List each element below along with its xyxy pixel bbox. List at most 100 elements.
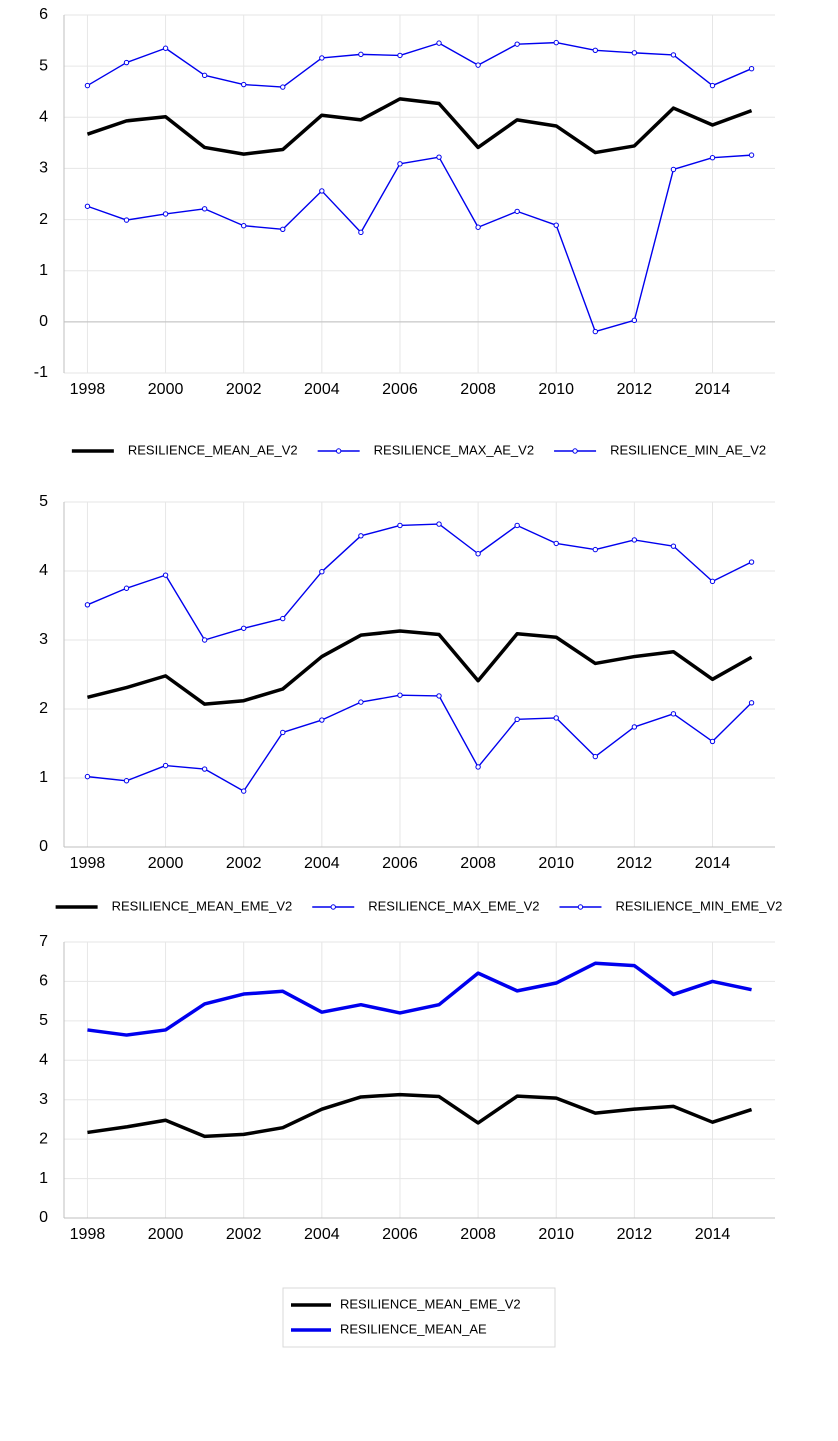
series-line xyxy=(86,97,753,156)
point-marker xyxy=(201,637,208,643)
series-line xyxy=(87,1092,753,1139)
y-tick-label: 2 xyxy=(39,211,48,228)
legend-label: RESILIENCE_MIN_AE_V2 xyxy=(610,442,766,457)
point-marker xyxy=(592,546,598,553)
series-line xyxy=(87,629,753,706)
legend-marker xyxy=(335,448,342,454)
point-marker xyxy=(670,166,677,173)
point-marker xyxy=(201,206,208,212)
point-marker xyxy=(358,699,364,705)
y-tick-label: 6 xyxy=(39,973,48,990)
x-tick-label: 2004 xyxy=(304,855,340,872)
point-marker xyxy=(631,50,638,56)
series-line xyxy=(87,523,752,641)
point-marker xyxy=(592,47,598,53)
x-tick-label: 2002 xyxy=(226,855,262,872)
point-marker xyxy=(670,543,677,549)
y-tick-label: 7 xyxy=(39,933,48,950)
legend-label: RESILIENCE_MEAN_AE xyxy=(340,1321,487,1336)
y-tick-label: 3 xyxy=(39,631,48,648)
point-marker xyxy=(553,222,559,228)
point-marker xyxy=(162,211,169,217)
legend-label: RESILIENCE_MEAN_AE_V2 xyxy=(128,442,298,457)
point-marker xyxy=(397,52,403,59)
y-tick-label: 0 xyxy=(39,313,48,330)
point-marker xyxy=(436,521,442,527)
point-marker xyxy=(397,522,403,529)
x-tick-label: 2000 xyxy=(148,381,184,398)
y-tick-label: 5 xyxy=(39,57,48,74)
point-marker xyxy=(397,161,403,167)
point-marker xyxy=(123,778,130,784)
x-tick-label: 2002 xyxy=(226,1226,262,1243)
point-marker xyxy=(84,602,91,608)
series-line xyxy=(87,694,753,792)
point-marker xyxy=(709,154,716,161)
x-tick-label: 2010 xyxy=(538,381,574,398)
legend-label: RESILIENCE_MAX_EME_V2 xyxy=(368,898,539,913)
legend: RESILIENCE_MEAN_EME_V2 RESILIENCE_MAX_EME… xyxy=(112,898,783,913)
point-marker xyxy=(748,152,755,158)
point-marker xyxy=(162,572,169,578)
point-marker xyxy=(358,229,364,236)
point-marker xyxy=(162,45,169,51)
x-tick-label: 2010 xyxy=(538,1226,574,1243)
point-marker xyxy=(280,729,286,736)
legend: RESILIENCE_MEAN_AE_V2 RESILIENCE_MAX_AE_V… xyxy=(128,442,766,457)
point-marker xyxy=(358,51,364,58)
point-marker xyxy=(201,72,208,79)
x-tick-label: 2006 xyxy=(382,855,418,872)
point-marker xyxy=(670,52,677,58)
legend-marker xyxy=(577,904,584,910)
point-marker xyxy=(475,764,481,770)
x-tick-label: 2012 xyxy=(617,855,653,872)
series-line xyxy=(87,961,752,1037)
legend-label: RESILIENCE_MEAN_EME_V2 xyxy=(112,898,293,913)
point-marker xyxy=(201,766,208,772)
y-tick-label: 0 xyxy=(39,838,48,855)
series-line xyxy=(87,154,752,333)
point-marker xyxy=(241,625,247,631)
point-marker xyxy=(475,62,481,68)
legend-box xyxy=(282,1287,556,1348)
x-tick-label: 2006 xyxy=(382,1226,418,1243)
x-tick-label: 2008 xyxy=(460,381,496,398)
point-marker xyxy=(631,724,638,730)
point-marker xyxy=(84,82,91,89)
x-tick-label: 1998 xyxy=(70,855,106,872)
point-marker xyxy=(553,715,559,721)
point-marker xyxy=(631,317,638,324)
point-marker xyxy=(280,615,286,622)
y-tick-label: 4 xyxy=(39,1052,48,1069)
point-marker xyxy=(748,700,755,706)
point-marker xyxy=(709,82,716,89)
y-tick-label: 5 xyxy=(39,493,48,510)
point-marker xyxy=(241,81,247,88)
x-tick-label: 2002 xyxy=(226,381,262,398)
point-marker xyxy=(514,522,520,529)
point-marker xyxy=(123,585,130,591)
point-marker xyxy=(436,693,442,699)
point-marker xyxy=(709,578,716,585)
y-tick-label: -1 xyxy=(34,364,48,381)
point-marker xyxy=(670,711,677,717)
point-marker xyxy=(319,188,325,194)
point-marker xyxy=(709,738,716,745)
y-tick-label: 1 xyxy=(39,1170,48,1187)
x-tick-label: 1998 xyxy=(70,381,106,398)
point-marker xyxy=(241,223,247,229)
legend-label: RESILIENCE_MIN_EME_V2 xyxy=(615,898,782,913)
point-marker xyxy=(123,217,130,223)
point-marker xyxy=(514,41,520,47)
x-tick-label: 2014 xyxy=(695,855,731,872)
x-tick-label: 1998 xyxy=(70,1226,106,1243)
y-tick-label: 2 xyxy=(39,1130,48,1147)
point-marker xyxy=(280,84,286,90)
point-marker xyxy=(397,692,403,698)
point-marker xyxy=(319,717,325,723)
series-line xyxy=(87,41,752,88)
x-tick-label: 2004 xyxy=(304,381,340,398)
y-tick-label: 4 xyxy=(39,562,48,579)
